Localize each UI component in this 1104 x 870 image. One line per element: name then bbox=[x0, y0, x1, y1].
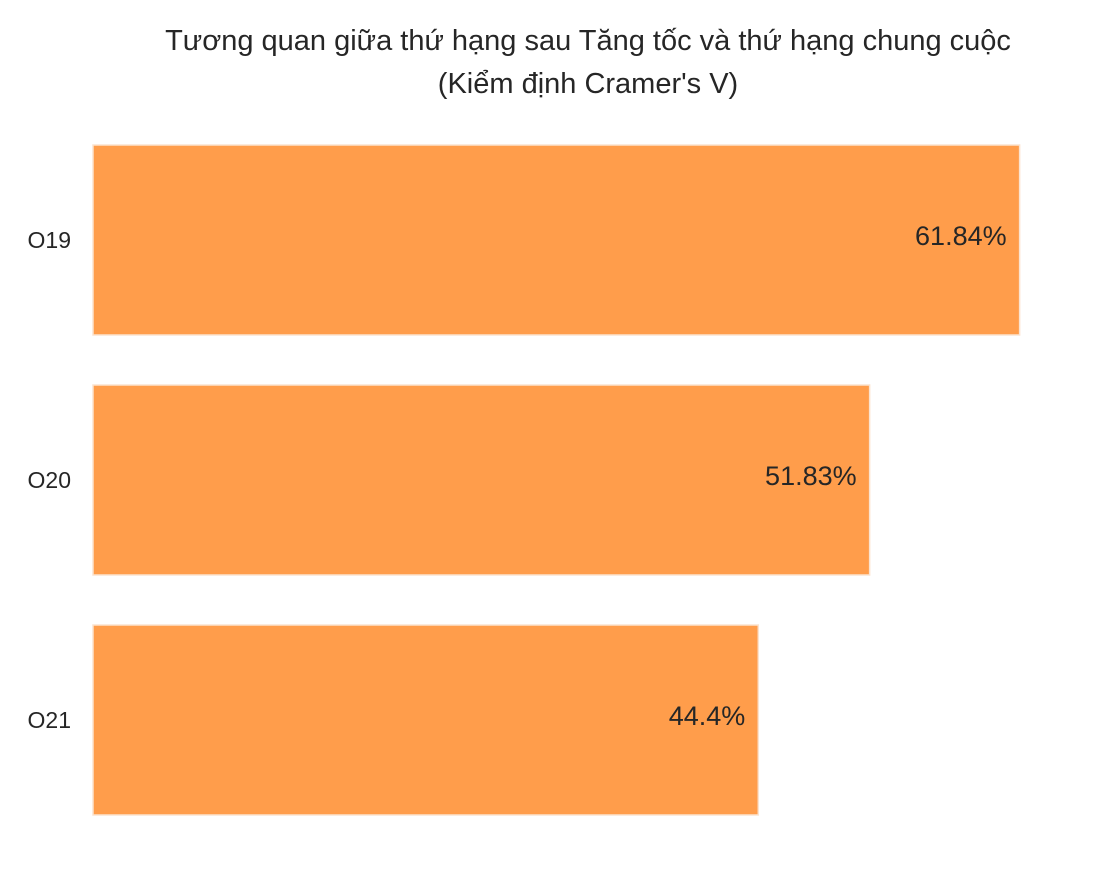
category-label-o20: O20 bbox=[28, 467, 71, 493]
value-label-o20: 51.83% bbox=[765, 461, 857, 491]
value-label-o21: 44.4% bbox=[669, 701, 746, 731]
chart-title: Tương quan giữa thứ hạng sau Tăng tốc và… bbox=[165, 25, 1011, 57]
category-label-o21: O21 bbox=[28, 707, 71, 733]
value-label-o19: 61.84% bbox=[915, 221, 1007, 251]
chart-subtitle: (Kiểm định Cramer's V) bbox=[437, 68, 739, 100]
bar-o19 bbox=[92, 144, 1021, 336]
category-label-o19: O19 bbox=[28, 227, 71, 253]
bar-o21 bbox=[92, 624, 760, 816]
bar-o20 bbox=[92, 384, 871, 576]
